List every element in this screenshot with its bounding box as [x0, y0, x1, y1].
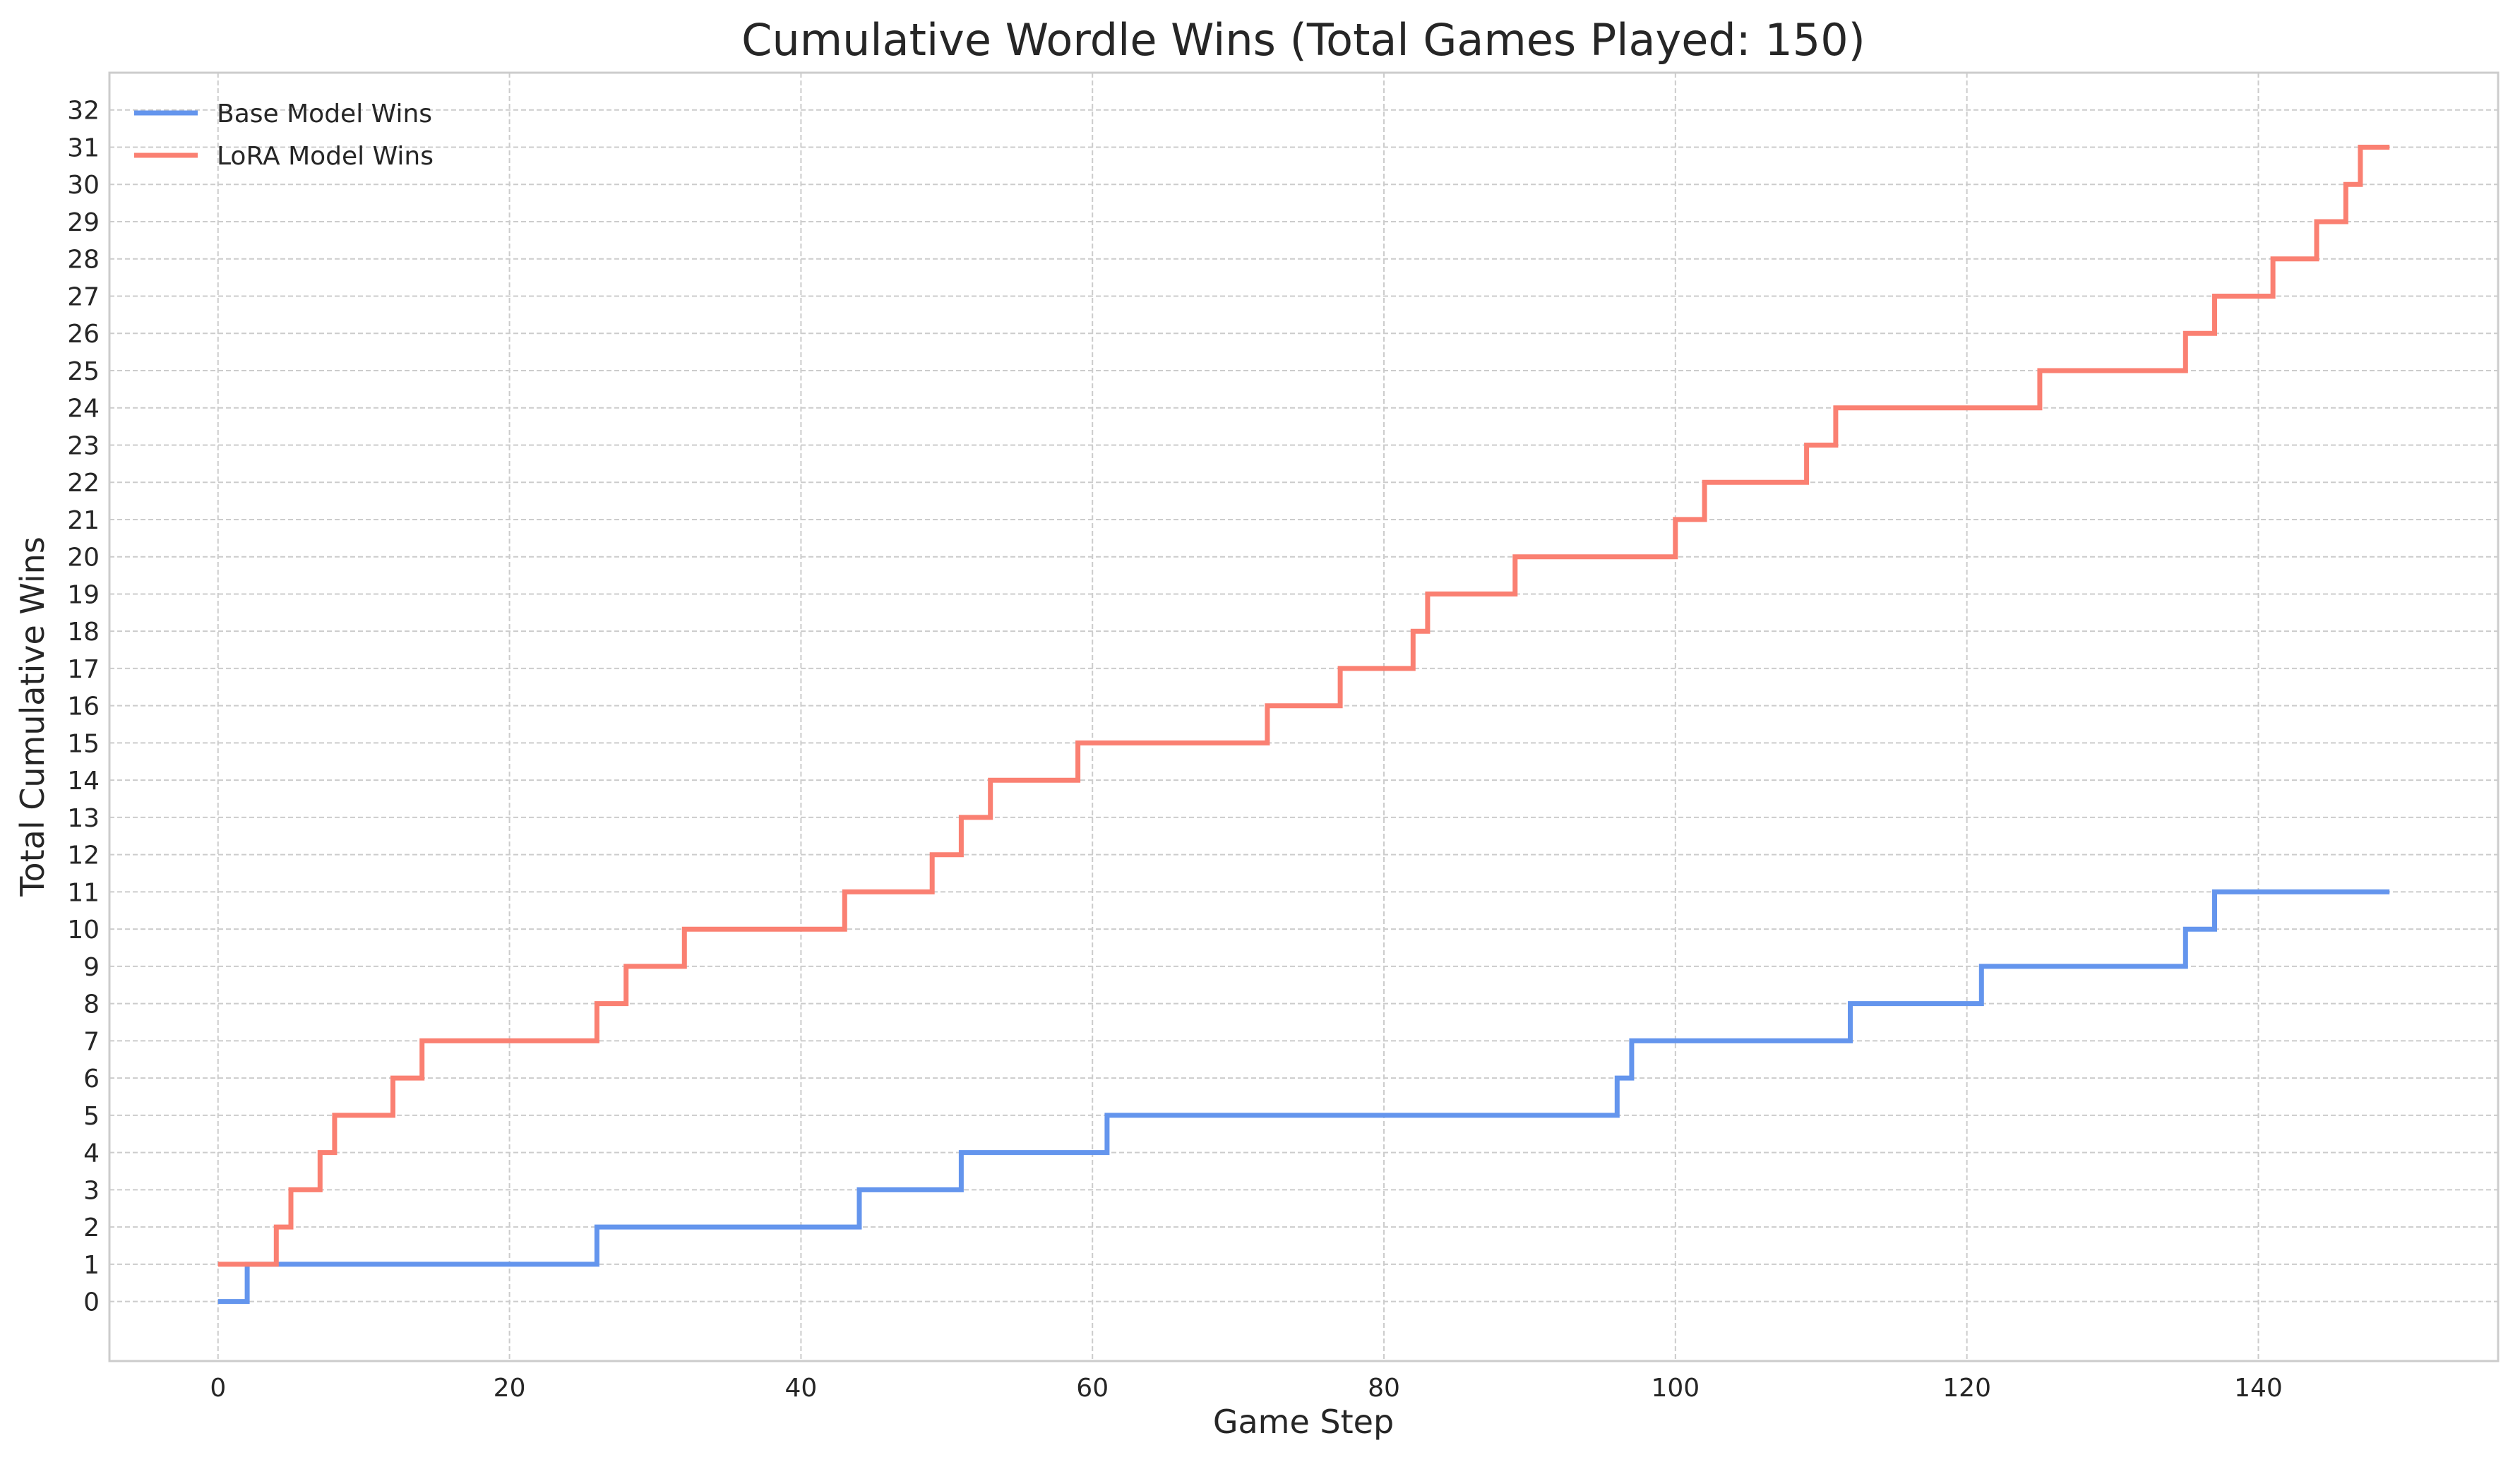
x-tick-label: 120 — [1942, 1374, 1991, 1403]
y-tick-label: 0 — [83, 1288, 100, 1317]
y-tick-label: 11 — [67, 878, 100, 907]
y-tick-label: 17 — [67, 655, 100, 684]
series-line-0 — [217, 889, 2390, 1305]
y-tick-label: 14 — [67, 767, 100, 796]
y-tick-label: 2 — [83, 1214, 100, 1242]
y-tick-label: 3 — [83, 1176, 100, 1205]
x-axis-ticks: 0 20 40 60 80 100 120 140 — [210, 1374, 2283, 1403]
y-tick-label: 32 — [67, 97, 100, 126]
y-tick-label: 25 — [67, 357, 100, 386]
y-tick-label: 15 — [67, 729, 100, 758]
y-tick-label: 12 — [67, 841, 100, 870]
y-tick-label: 10 — [67, 916, 100, 945]
y-tick-label: 5 — [83, 1102, 100, 1131]
plot-frame — [108, 71, 2500, 1362]
x-axis-label: Game Step — [1213, 1403, 1394, 1441]
series-line-1 — [217, 145, 2390, 1267]
y-tick-label: 9 — [83, 953, 100, 982]
y-tick-label: 31 — [67, 133, 100, 162]
y-tick-label: 18 — [67, 618, 100, 647]
x-tick-label: 40 — [784, 1374, 817, 1403]
x-tick-label: 140 — [2234, 1374, 2283, 1403]
y-tick-label: 23 — [67, 431, 100, 460]
x-tick-label: 100 — [1651, 1374, 1700, 1403]
y-tick-label: 13 — [67, 804, 100, 833]
x-tick-label: 0 — [210, 1374, 226, 1403]
y-tick-label: 4 — [83, 1139, 100, 1168]
y-tick-label: 22 — [67, 469, 100, 498]
series-lines — [217, 145, 2390, 1305]
y-tick-label: 21 — [67, 506, 100, 535]
grid — [109, 73, 2498, 1361]
legend: Base Model Wins LoRA Model Wins — [134, 100, 434, 171]
y-tick-label: 6 — [83, 1065, 100, 1093]
legend-label: LoRA Model Wins — [217, 142, 434, 171]
y-tick-label: 20 — [67, 544, 100, 573]
x-tick-label: 60 — [1076, 1374, 1109, 1403]
y-tick-label: 27 — [67, 282, 100, 311]
y-tick-label: 24 — [67, 395, 100, 424]
y-axis-label: Total Cumulative Wins — [13, 537, 52, 897]
y-axis-ticks: 0123456789101112131415161718192021222324… — [67, 97, 100, 1317]
y-tick-label: 7 — [83, 1027, 100, 1056]
y-tick-label: 16 — [67, 693, 100, 721]
y-tick-label: 1 — [83, 1251, 100, 1280]
y-tick-label: 29 — [67, 208, 100, 237]
y-tick-label: 28 — [67, 246, 100, 275]
legend-label: Base Model Wins — [217, 100, 432, 128]
y-tick-label: 30 — [67, 171, 100, 200]
y-tick-label: 26 — [67, 320, 100, 349]
chart-title: Cumulative Wordle Wins (Total Games Play… — [741, 14, 1865, 66]
x-tick-label: 80 — [1368, 1374, 1400, 1403]
x-tick-label: 20 — [494, 1374, 526, 1403]
y-tick-label: 8 — [83, 990, 100, 1019]
y-tick-label: 19 — [67, 580, 100, 609]
